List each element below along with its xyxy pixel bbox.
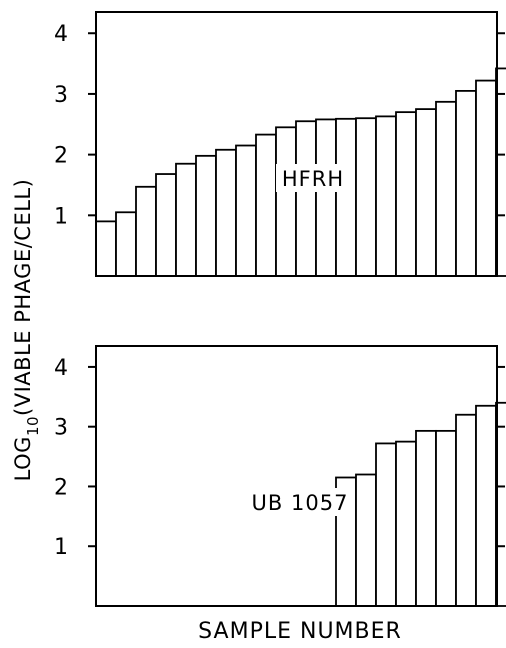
bar (315, 118, 337, 277)
top-panel-hfrh: 1 2 3 4 HFRH (54, 11, 506, 277)
bar (455, 89, 477, 277)
y-tick-label: 1 (54, 535, 68, 560)
panel-label-background (240, 488, 340, 516)
bar (415, 429, 437, 607)
axis-frame (95, 345, 498, 607)
y-tick-label: 2 (54, 475, 68, 500)
y-tick-label: 2 (54, 144, 68, 169)
x-axis-label: SAMPLE NUMBER (198, 619, 402, 644)
bottom-panel-ub1057: 1 2 3 4 UB 1057 (54, 345, 506, 607)
bar (275, 126, 297, 277)
bar (355, 117, 377, 277)
y-tick-label: 3 (54, 83, 68, 108)
bar (295, 120, 317, 277)
y-tick-label: 1 (54, 204, 68, 229)
bar (135, 185, 157, 277)
bar (475, 404, 497, 607)
bar (355, 473, 377, 607)
bar (475, 79, 497, 277)
panel-label: UB 1057 (252, 491, 349, 515)
bar (155, 173, 177, 277)
bar (175, 162, 197, 277)
bar (395, 440, 417, 607)
bar (115, 211, 137, 277)
y-tick-label: 4 (54, 22, 68, 47)
bar (235, 144, 257, 277)
bar (215, 148, 237, 277)
bar (375, 442, 397, 607)
bar (255, 133, 277, 277)
bar (415, 108, 437, 277)
bar (435, 429, 457, 607)
axis-frame (95, 11, 498, 277)
panel-label: HFRH (282, 167, 344, 191)
y-tick-label: 3 (54, 416, 68, 441)
panel-label-background (276, 164, 346, 192)
bar (375, 115, 397, 277)
bar (95, 220, 117, 277)
bar (455, 413, 477, 607)
bar (395, 111, 417, 277)
y-axis-label: LOG10(VIABLE PHAGE/CELL) (11, 179, 42, 482)
bar (335, 117, 357, 277)
bar (195, 154, 217, 277)
y-tick-label: 4 (54, 356, 68, 381)
bar (435, 100, 457, 277)
